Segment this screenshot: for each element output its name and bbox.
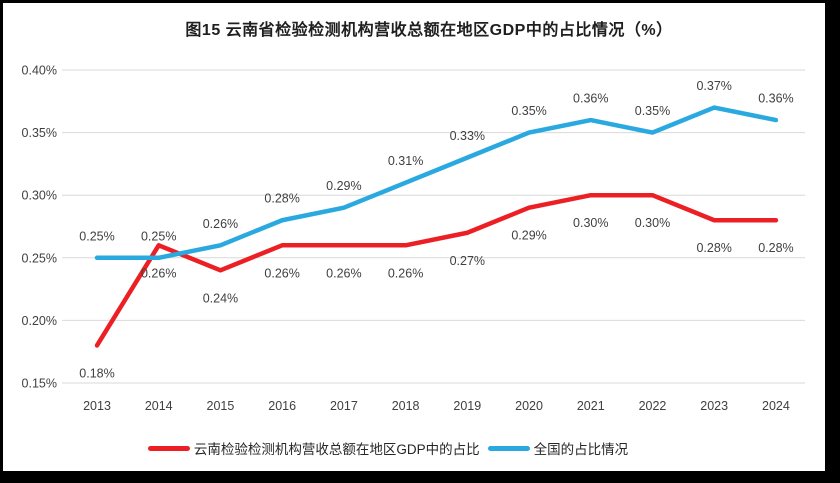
- data-label: 0.26%: [388, 266, 423, 280]
- x-tick-label: 2021: [577, 399, 605, 413]
- x-tick-label: 2014: [145, 399, 173, 413]
- data-label: 0.27%: [450, 254, 485, 268]
- data-label: 0.24%: [203, 291, 238, 305]
- y-tick-label: 0.25%: [22, 251, 57, 265]
- legend-item-national: 全国的占比情况: [487, 438, 629, 458]
- series-line-0: [94, 192, 779, 348]
- data-label: 0.37%: [696, 79, 731, 93]
- y-tick-label: 0.20%: [22, 314, 57, 328]
- x-tick-label: 2015: [207, 399, 235, 413]
- data-label: 0.31%: [388, 154, 423, 168]
- data-label: 0.36%: [758, 92, 793, 106]
- x-tick-label: 2024: [762, 399, 790, 413]
- data-label: 0.28%: [758, 241, 793, 255]
- y-tick-label: 0.40%: [22, 64, 57, 78]
- x-tick-label: 2018: [392, 399, 420, 413]
- legend-item-yunnan: 云南检验检测机构营收总额在地区GDP中的占比: [147, 438, 480, 458]
- data-label: 0.30%: [573, 216, 608, 230]
- line-chart: 0.40% 0.35% 0.30% 0.25% 0.20% 0.15% 2013 2014 20…: [22, 64, 805, 413]
- data-label: 0.29%: [511, 229, 546, 243]
- x-tick-label: 2019: [453, 399, 481, 413]
- legend-label-national: 全国的占比情况: [533, 442, 629, 457]
- x-tick-label: 2013: [83, 399, 111, 413]
- data-label: 0.33%: [450, 129, 485, 143]
- data-label: 0.26%: [141, 266, 176, 280]
- chart-panel: 图15 云南省检验检测机构营收总额在地区GDP中的占比情况（%） 0.40% 0.…: [3, 3, 825, 471]
- data-label: 0.26%: [326, 266, 361, 280]
- data-label: 0.18%: [79, 366, 114, 380]
- data-label: 0.25%: [79, 229, 114, 243]
- x-tick-label: 2017: [330, 399, 358, 413]
- y-tick-label: 0.30%: [22, 189, 57, 203]
- legend-swatch-yunnan-line: [147, 445, 190, 451]
- x-tick-label: 2020: [515, 399, 543, 413]
- data-label: 0.28%: [696, 241, 731, 255]
- y-tick-label: 0.35%: [22, 126, 57, 140]
- data-label: 0.35%: [635, 104, 670, 118]
- data-label: 0.26%: [203, 217, 238, 231]
- x-tick-label: 2023: [700, 399, 728, 413]
- series-line-1: [94, 105, 779, 261]
- x-tick-label: 2016: [268, 399, 296, 413]
- data-label: 0.29%: [326, 179, 361, 193]
- data-label: 0.26%: [264, 266, 299, 280]
- data-label: 0.25%: [141, 229, 176, 243]
- x-tick-label: 2022: [639, 399, 667, 413]
- y-tick-label: 0.15%: [22, 377, 57, 391]
- chart-title: 图15 云南省检验检测机构营收总额在地区GDP中的占比情况（%）: [185, 22, 673, 39]
- data-label: 0.28%: [264, 192, 299, 206]
- chart-legend: 云南检验检测机构营收总额在地区GDP中的占比 全国的占比情况: [0, 438, 799, 458]
- data-label: 0.35%: [511, 104, 546, 118]
- data-label: 0.36%: [573, 92, 608, 106]
- legend-label-yunnan: 云南检验检测机构营收总额在地区GDP中的占比: [193, 442, 480, 457]
- legend-swatch-national-line: [487, 445, 530, 451]
- data-label: 0.30%: [635, 216, 670, 230]
